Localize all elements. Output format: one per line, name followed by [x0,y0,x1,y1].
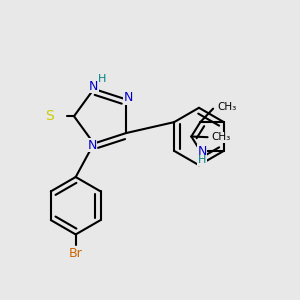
Text: N: N [88,139,97,152]
Text: Br: Br [69,247,82,260]
Text: CH₃: CH₃ [212,132,231,142]
Text: N: N [197,145,207,158]
Text: N: N [124,91,133,104]
Text: H: H [98,74,106,85]
Text: H: H [198,155,206,165]
Text: N: N [89,80,98,93]
Text: CH₃: CH₃ [217,102,236,112]
Text: S: S [45,109,54,123]
